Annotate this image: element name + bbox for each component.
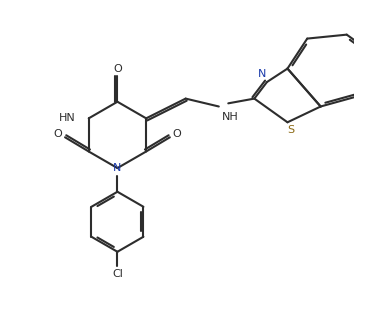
Text: N: N bbox=[113, 163, 122, 173]
Text: O: O bbox=[173, 129, 181, 139]
Text: O: O bbox=[113, 64, 122, 74]
Text: S: S bbox=[287, 125, 294, 135]
Text: NH: NH bbox=[222, 112, 239, 122]
Text: N: N bbox=[258, 69, 267, 79]
Text: HN: HN bbox=[59, 113, 76, 123]
Text: O: O bbox=[54, 129, 62, 139]
Text: Cl: Cl bbox=[112, 269, 123, 279]
